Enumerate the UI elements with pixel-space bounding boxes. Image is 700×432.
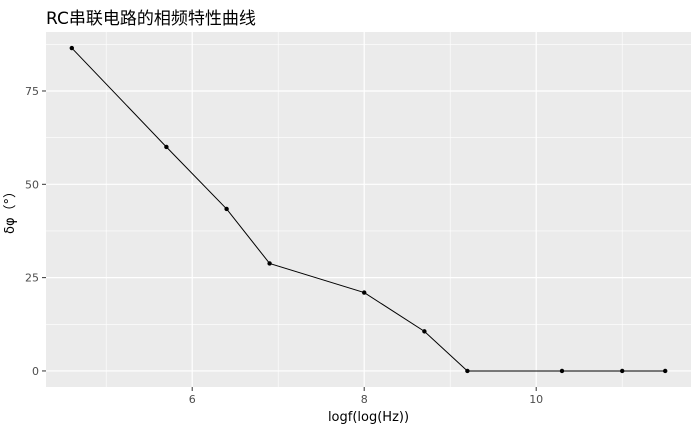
data-point	[164, 144, 169, 150]
x-tick-label: 8	[361, 393, 368, 406]
y-axis-title: δφ（°）	[3, 185, 18, 234]
x-axis-title: logf(log(Hz))	[328, 410, 409, 425]
minor-gridlines	[46, 32, 691, 387]
data-point	[69, 45, 75, 51]
y-tick-label: 75	[25, 85, 39, 98]
x-tick-label: 6	[189, 393, 196, 406]
y-tick-label: 25	[25, 272, 39, 285]
data-point	[559, 368, 565, 374]
y-tick-label: 50	[25, 178, 39, 191]
series-line	[71, 47, 666, 372]
data-point	[663, 368, 668, 374]
data-point	[267, 261, 272, 266]
data-point	[224, 206, 229, 212]
y-axis: 0 25 50 75	[25, 85, 46, 378]
data-point	[422, 329, 427, 334]
x-axis: 6 8 10	[189, 387, 543, 406]
data-point	[362, 290, 367, 295]
chart-title: RC串联电路的相频特性曲线	[46, 9, 256, 29]
data-point	[465, 368, 470, 374]
data-point	[620, 368, 625, 374]
y-tick-label: 0	[32, 365, 39, 378]
series-layer	[69, 45, 668, 374]
x-tick-label: 10	[529, 393, 543, 406]
plot-panel	[46, 32, 691, 387]
